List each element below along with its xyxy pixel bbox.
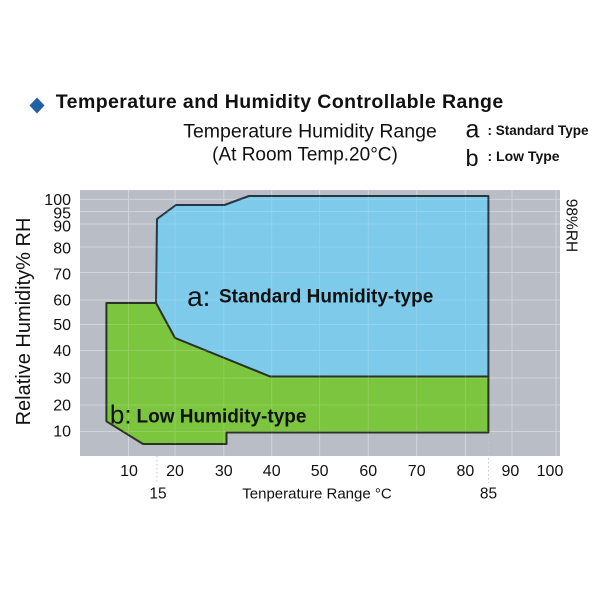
svg-text:: Standard Type: : Standard Type (488, 123, 590, 138)
svg-text:95: 95 (53, 206, 71, 223)
svg-text:Low Humidity-type: Low Humidity-type (137, 407, 307, 428)
svg-text:40: 40 (53, 343, 71, 360)
svg-text:100: 100 (537, 463, 564, 480)
svg-text:Temperature Humidity Range: Temperature Humidity Range (183, 121, 437, 143)
svg-text:Temperature and Humidity Contr: Temperature and Humidity Controllable Ra… (56, 91, 504, 113)
svg-text:20: 20 (166, 463, 184, 480)
svg-text:10: 10 (120, 463, 138, 480)
svg-text:98%RH: 98%RH (563, 199, 580, 252)
svg-text:80: 80 (53, 241, 71, 258)
svg-text:(At Room Temp.20°C): (At Room Temp.20°C) (212, 145, 398, 166)
svg-text:a:: a: (187, 281, 210, 312)
svg-text:60: 60 (359, 463, 377, 480)
svg-text:40: 40 (263, 463, 281, 480)
svg-text:30: 30 (215, 463, 233, 480)
svg-text:b:: b: (110, 400, 132, 430)
svg-text:80: 80 (457, 463, 475, 480)
svg-text:90: 90 (53, 219, 71, 236)
svg-text:70: 70 (53, 267, 71, 284)
svg-text:: Low Type: : Low Type (488, 148, 560, 164)
svg-text:15: 15 (149, 485, 166, 502)
svg-text:85: 85 (480, 485, 497, 502)
svg-text:70: 70 (408, 463, 426, 480)
svg-text:60: 60 (53, 293, 71, 310)
svg-text:10: 10 (53, 424, 71, 441)
svg-text:Relative Humidity% RH: Relative Humidity% RH (13, 218, 35, 426)
svg-text:20: 20 (53, 398, 71, 415)
svg-text:30: 30 (53, 371, 71, 388)
svg-text:Standard Humidity-type: Standard Humidity-type (219, 287, 433, 308)
svg-text:a: a (466, 116, 480, 144)
svg-text:50: 50 (53, 317, 71, 334)
svg-text:100: 100 (44, 192, 71, 209)
svg-text:50: 50 (311, 463, 329, 480)
svg-text:Tenperature Range °C: Tenperature Range °C (242, 486, 392, 503)
svg-text:b: b (466, 145, 479, 171)
svg-text:90: 90 (502, 463, 520, 480)
